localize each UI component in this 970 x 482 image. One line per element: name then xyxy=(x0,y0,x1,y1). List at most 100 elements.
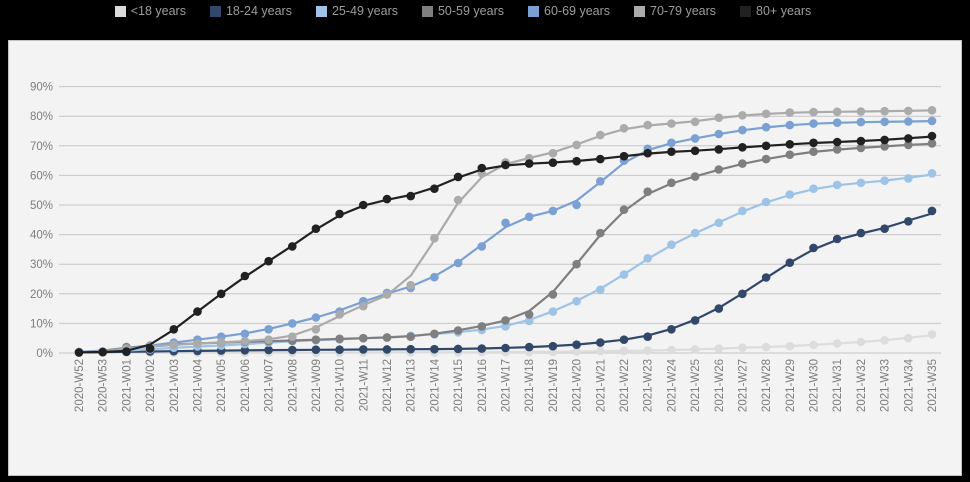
data-point-marker xyxy=(880,176,889,185)
x-tick-label: 2021-W19 xyxy=(548,359,560,412)
data-point-marker xyxy=(904,117,913,126)
data-point-marker xyxy=(264,345,273,355)
data-point-marker xyxy=(264,325,273,334)
data-point-marker xyxy=(904,140,913,150)
data-point-marker xyxy=(643,148,652,158)
data-point-marker xyxy=(880,142,889,151)
data-point-marker xyxy=(809,147,818,156)
data-point-marker xyxy=(169,325,179,334)
y-tick-label: 60% xyxy=(30,170,53,182)
x-tick-label: 2020-W52 xyxy=(74,359,86,412)
data-point-marker xyxy=(832,339,842,348)
data-point-marker xyxy=(453,172,463,182)
data-point-marker xyxy=(311,335,321,345)
data-point-marker xyxy=(761,342,771,352)
data-point-marker xyxy=(643,346,652,355)
x-tick-label: 2021-W07 xyxy=(264,359,276,412)
data-point-marker xyxy=(264,335,273,345)
y-tick-label: 0% xyxy=(36,348,53,360)
series-line xyxy=(77,109,934,354)
data-point-marker xyxy=(880,336,889,345)
data-point-marker xyxy=(288,319,297,328)
data-point-marker xyxy=(880,224,889,233)
legend-label: 50-59 years xyxy=(437,4,504,18)
series-18-24-years xyxy=(74,206,937,357)
series-70-79-years xyxy=(74,106,937,357)
legend-item-25-49-years: 25-49 years xyxy=(315,4,398,18)
x-tick-label: 2021-W34 xyxy=(903,358,915,412)
data-point-marker xyxy=(738,111,747,120)
data-point-marker xyxy=(667,178,676,188)
x-tick-label: 2021-W15 xyxy=(453,359,465,412)
data-point-marker xyxy=(785,258,795,267)
y-tick-label: 30% xyxy=(30,259,53,271)
data-point-marker xyxy=(667,147,676,156)
data-point-marker xyxy=(145,344,155,353)
data-point-marker xyxy=(856,178,866,188)
chart-svg: 0%10%20%30%40%50%60%70%80%90%2020-W52 202… xyxy=(30,82,941,412)
data-point-marker xyxy=(382,194,392,204)
data-point-marker xyxy=(809,184,818,193)
data-point-marker xyxy=(169,340,179,350)
data-point-marker xyxy=(809,138,818,148)
data-point-marker xyxy=(619,151,629,161)
y-tick-label: 50% xyxy=(30,200,53,212)
data-point-marker xyxy=(690,345,700,354)
data-point-marker xyxy=(335,209,344,219)
x-tick-label: 2021-W24 xyxy=(666,358,678,412)
data-point-marker xyxy=(311,224,321,233)
data-point-marker xyxy=(690,134,700,143)
data-point-marker xyxy=(288,332,297,342)
data-point-marker xyxy=(785,190,795,199)
data-point-marker xyxy=(572,259,581,269)
x-tick-label: 2021-W12 xyxy=(382,359,394,412)
y-tick-label: 10% xyxy=(30,318,53,330)
data-point-marker xyxy=(714,344,724,353)
data-point-marker xyxy=(335,345,344,355)
data-point-marker xyxy=(667,119,676,128)
data-point-marker xyxy=(264,256,273,266)
y-tick-label: 40% xyxy=(30,230,53,242)
data-point-marker xyxy=(785,120,795,130)
data-point-marker xyxy=(927,330,937,339)
data-point-marker xyxy=(524,342,534,352)
data-point-marker xyxy=(714,129,724,139)
x-tick-label: 2021-W28 xyxy=(761,359,773,412)
legend-swatch-icon xyxy=(315,5,327,17)
legend-label: 25-49 years xyxy=(331,4,398,18)
data-point-marker xyxy=(288,242,297,251)
data-point-marker xyxy=(738,159,747,168)
data-point-marker xyxy=(572,156,581,166)
x-tick-label: 2021-W25 xyxy=(690,359,702,412)
data-point-marker xyxy=(667,345,676,355)
chart-legend: <18 years 18-24 years 25-49 years 50-59 yea… xyxy=(0,0,970,40)
x-tick-label: 2021-W30 xyxy=(809,359,821,412)
data-point-marker xyxy=(809,107,818,117)
data-point-marker xyxy=(927,116,937,126)
data-point-marker xyxy=(477,242,487,251)
y-tick-label: 70% xyxy=(30,141,53,153)
x-tick-label: 2021-W26 xyxy=(714,359,726,412)
data-point-marker xyxy=(738,125,747,135)
data-point-marker xyxy=(382,333,392,342)
data-point-marker xyxy=(453,195,463,205)
data-point-marker xyxy=(643,187,652,196)
data-point-marker xyxy=(785,140,795,149)
data-point-marker xyxy=(714,113,724,122)
legend-swatch-icon xyxy=(634,5,646,17)
data-point-marker xyxy=(856,136,866,146)
legend-label: 60-69 years xyxy=(544,4,611,18)
data-point-marker xyxy=(927,131,937,141)
series-80-years xyxy=(74,131,937,357)
legend-item--18-years: <18 years xyxy=(114,4,186,18)
data-point-marker xyxy=(311,345,321,355)
data-point-marker xyxy=(430,329,439,339)
data-point-marker xyxy=(382,290,392,299)
data-point-marker xyxy=(761,141,771,151)
data-point-marker xyxy=(548,341,558,351)
data-point-marker xyxy=(311,325,321,334)
data-point-marker xyxy=(761,109,771,119)
data-point-marker xyxy=(596,285,605,294)
data-point-marker xyxy=(453,258,463,268)
data-point-marker xyxy=(738,289,747,299)
